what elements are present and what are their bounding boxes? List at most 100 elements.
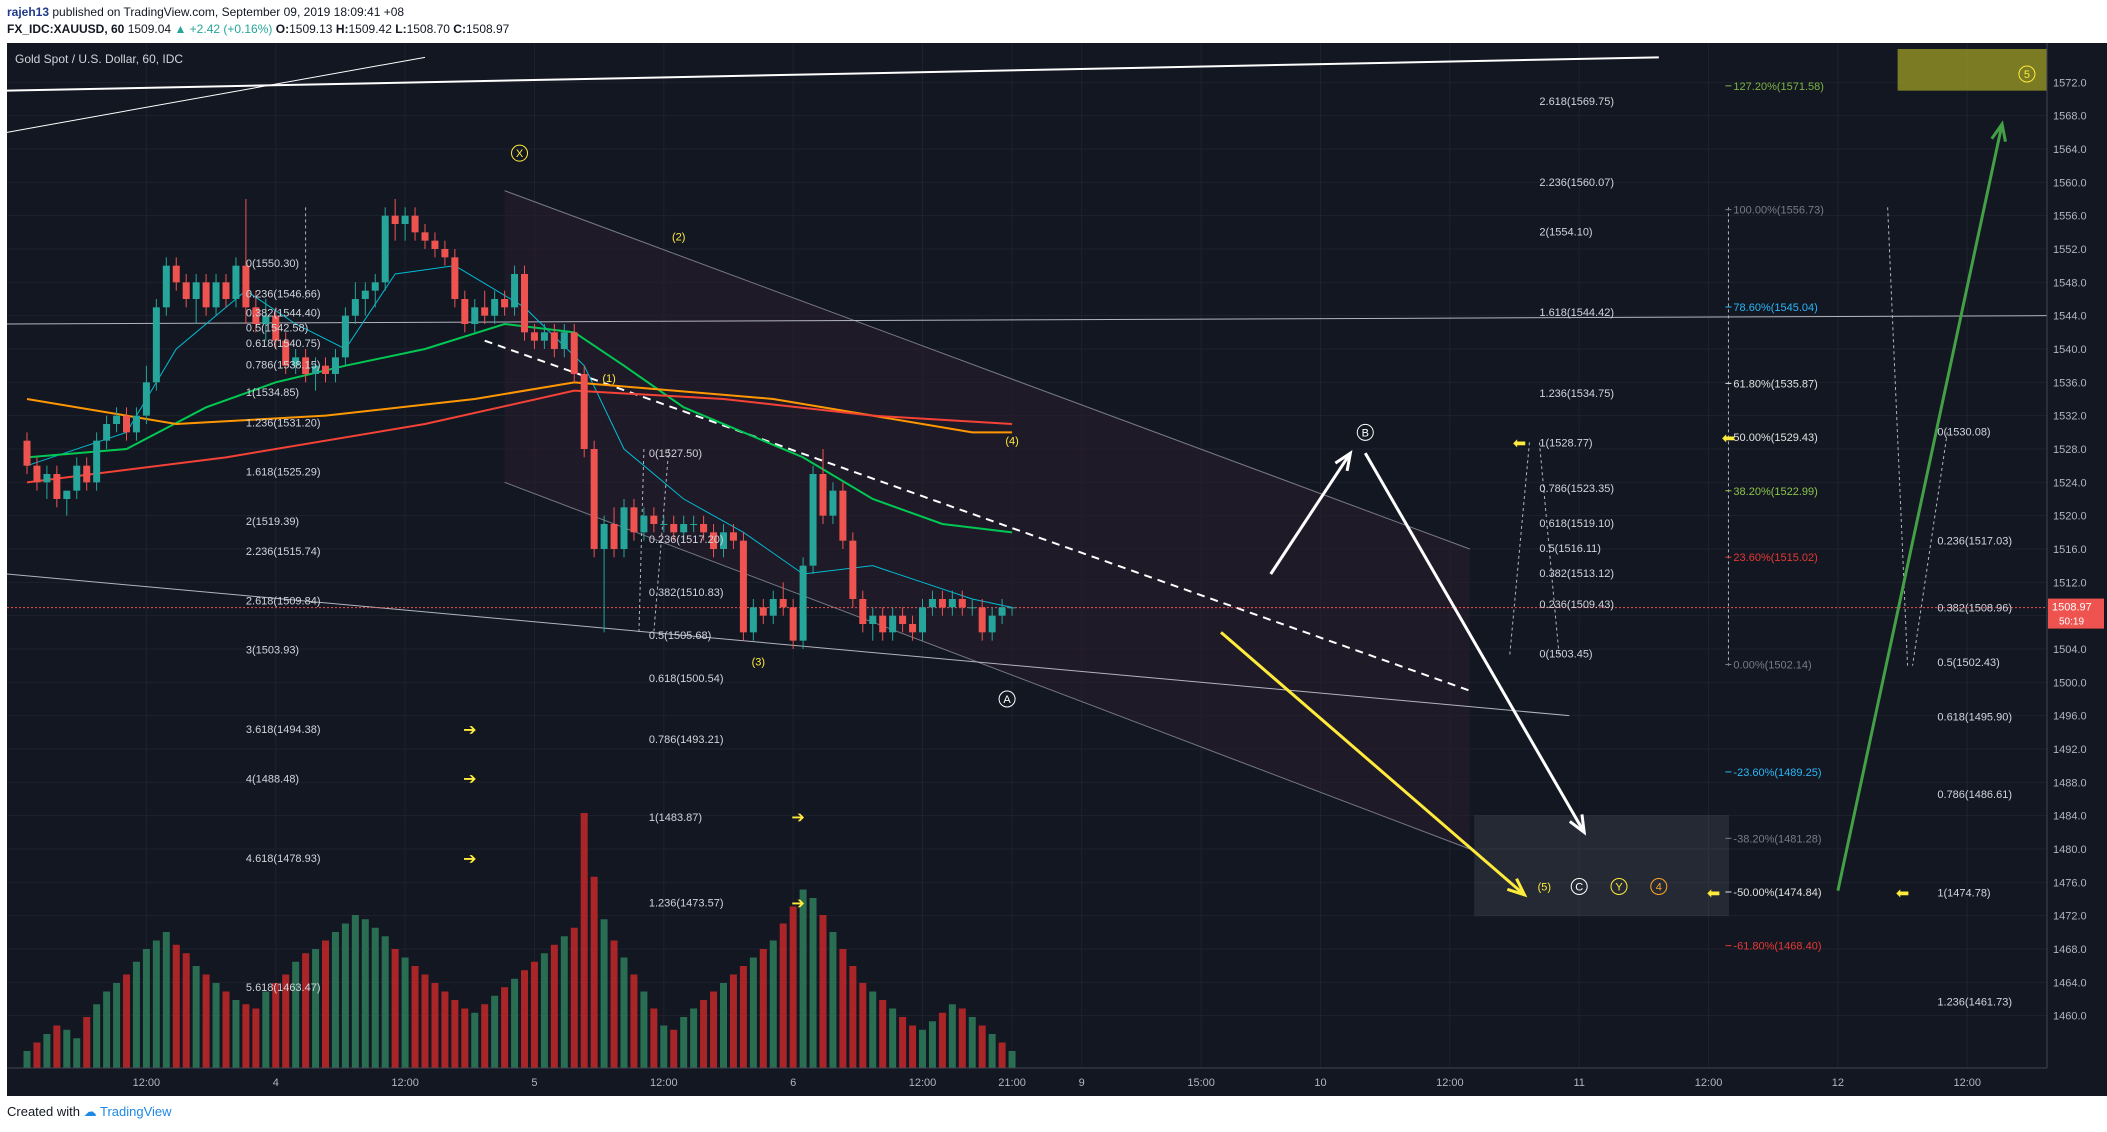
time-tick-label: 4 [273,1077,279,1089]
candle-body [222,282,230,299]
candle-body [471,307,479,324]
candle-body [43,474,51,483]
volume-bar [919,1029,926,1068]
candle-body [978,607,986,633]
bar-countdown: 50:19 [2059,617,2084,628]
volume-bar [331,932,339,1068]
arrow-right-icon: ➔ [791,895,804,912]
candle-body [610,524,618,549]
created-with-text: Created with [7,1104,80,1119]
candle-body [640,515,648,533]
price-tick-label: 1532.0 [2053,411,2087,423]
tradingview-link[interactable]: TradingView [100,1104,172,1119]
time-tick-label: 6 [790,1077,796,1089]
candle-body [302,357,310,374]
candle-body [371,282,379,291]
candle-body [700,524,708,533]
fib-level-label: 0.236(1509.43) [1539,599,1614,611]
candle-body [540,332,548,341]
candle-body [401,215,409,224]
volume-bar [232,1000,240,1068]
dashed-trend-line [484,339,1471,692]
volume-bar [909,1025,917,1068]
time-tick-label: 12:00 [1695,1077,1723,1089]
candle-body [103,424,111,441]
candle-body [590,449,598,549]
volume-bar [132,961,140,1068]
time-axis[interactable]: 12:00 4 12:00 5 12:00 6 12:00 21:00 9 15:00 10 12:0… [7,1067,2107,1096]
price-tick-label: 1480.0 [2053,844,2087,856]
price-tick-label: 1504.0 [2053,644,2087,656]
time-axis-background [7,1068,2107,1096]
price-tick-label: 1512.0 [2053,577,2087,589]
volume-bar [610,940,618,1068]
volume-bar [431,983,439,1068]
volume-bar [958,1008,966,1068]
volume-bar [381,936,389,1068]
volume-bar [889,1008,897,1068]
low-value: 1508.70 [406,22,450,36]
wave-circle [1650,878,1668,895]
volume-bar [461,1008,469,1068]
price-tick-label: 1572.0 [2053,77,2087,89]
fib-level-label: 0.5(1516.11) [1539,543,1601,555]
volume-bar [451,1000,459,1068]
candle-body [690,524,698,525]
volume-bar [809,898,817,1068]
candle-body [928,599,936,608]
time-tick-label: 12:00 [650,1077,678,1089]
volume-bar [580,813,588,1068]
price-axis[interactable]: 1572.0 1568.0 1564.0 1560.0 1556.0 1552.0 1548… [2046,43,2107,1068]
trend-line-upper [7,56,1659,92]
volume-bar [43,1034,51,1068]
volume-bar [103,991,111,1068]
wave-circle [511,144,529,162]
candle-body [769,599,777,616]
volume-bar [789,906,797,1068]
fib-level-label: 0(1530.08) [1937,427,1990,439]
candle-body [749,607,757,633]
price-tick-label: 1460.0 [2053,1011,2087,1023]
volume-bar [640,991,648,1068]
candle-body [322,365,329,374]
author-name[interactable]: rajeh13 [7,5,50,19]
volume-bar [849,966,857,1068]
arrowhead-icon [1568,814,1587,836]
fib-level-label: 1.618(1525.29) [246,467,321,479]
channel-bottom-line [504,481,1470,850]
volume-bar [113,983,121,1068]
candle-body [670,524,678,533]
price-change: +2.42 (+0.16%) [189,22,273,36]
price-tick-label: 1500.0 [2053,677,2087,689]
candle-body [729,532,737,541]
candle-body [341,315,349,358]
low-label: L: [395,22,407,36]
volume-bar [421,974,429,1068]
fib-level-label: 4.618(1478.93) [246,853,321,865]
retracement-label: 78.60%(1545.04) [1733,302,1817,314]
volume-bar [351,915,359,1068]
retracement-label: 23.60%(1515.02) [1733,552,1817,564]
fib-level-label: 1(1483.87) [649,812,702,824]
price-tick-label: 1528.0 [2053,444,2087,456]
candle-body [650,515,658,524]
wave-circle [1610,878,1628,895]
time-tick-label: 11 [1573,1077,1584,1089]
wave-label: 5 [2024,69,2030,81]
fib-level-label: 0.382(1513.12) [1539,568,1614,580]
volume-bar [540,953,548,1068]
price-tick-label: 1468.0 [2053,944,2087,956]
price-chart[interactable]: 0(1550.30) 0.236(1546.66) 0.382(1544.40) 0.… [7,43,2107,1096]
candle-body [879,615,887,633]
candle-body [998,607,1006,616]
volume-bar [530,961,538,1068]
wave-label: A [1003,694,1011,706]
candle-body [461,299,469,324]
price-tick-label: 1516.0 [2053,544,2087,556]
candle-body [232,265,240,299]
fib-level-label: 0.236(1517.20) [649,534,724,546]
volume-bar [142,949,150,1068]
arrow-right-icon: ➔ [463,722,476,739]
volume-bar [749,957,757,1068]
candle-body [73,465,81,491]
